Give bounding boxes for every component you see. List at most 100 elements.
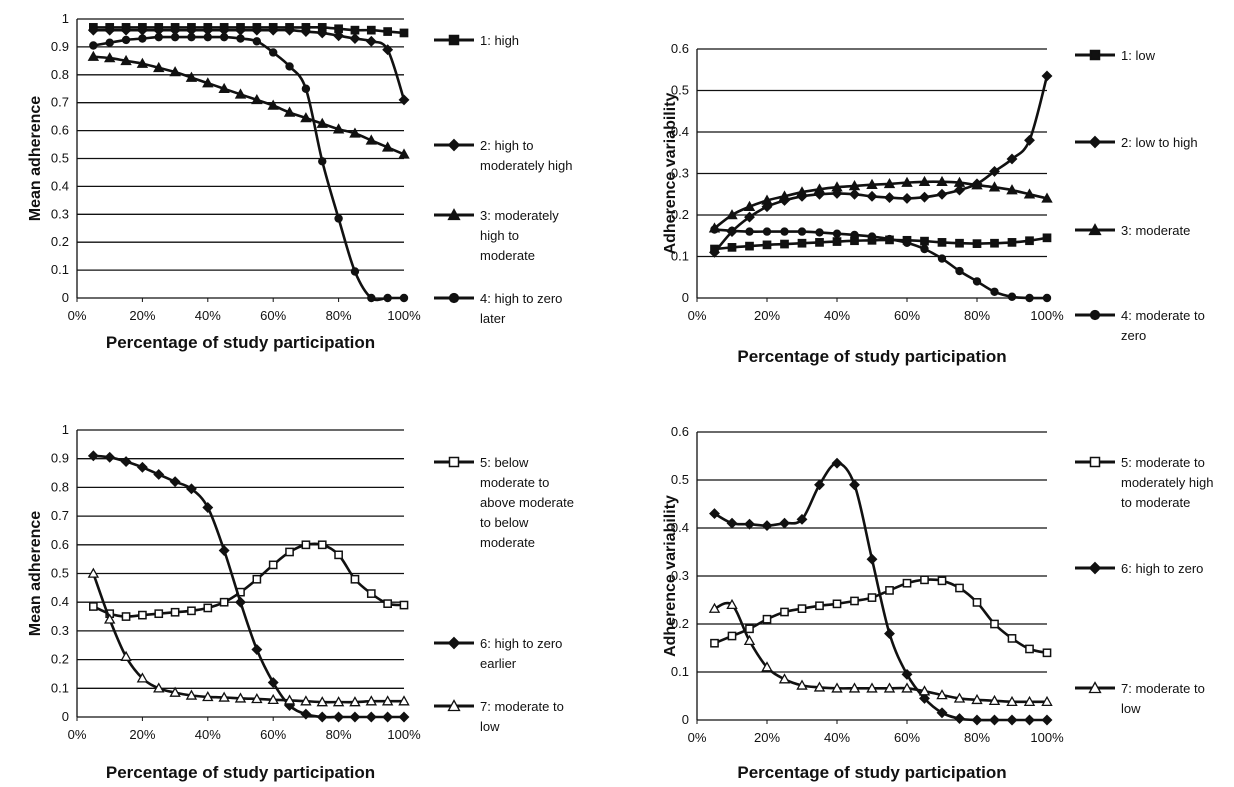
y-tick-label: 0.7 — [51, 508, 69, 523]
series-4 — [89, 32, 409, 303]
legend-item-3: 3: moderate — [1075, 223, 1190, 238]
y-tick-label: 0.1 — [51, 680, 69, 695]
data-point — [399, 293, 409, 303]
data-point — [848, 180, 861, 191]
data-point — [919, 692, 930, 704]
data-point — [350, 267, 360, 276]
legend-marker — [1089, 49, 1101, 61]
data-point — [1024, 134, 1035, 146]
y-tick-label: 0 — [62, 290, 69, 305]
data-point — [154, 32, 163, 42]
data-point — [251, 644, 263, 656]
data-point — [866, 190, 878, 202]
data-point — [743, 634, 756, 646]
y-axis-label: Mean adherence — [27, 511, 44, 636]
series-1 — [710, 575, 1052, 658]
data-point — [103, 52, 116, 63]
data-point — [832, 599, 842, 609]
data-point — [138, 34, 147, 43]
series-4 — [710, 225, 1052, 303]
data-point — [1042, 293, 1052, 303]
data-point — [169, 66, 181, 77]
data-point — [121, 612, 131, 621]
y-tick-label: 0.3 — [671, 568, 689, 583]
data-point — [218, 82, 230, 93]
data-point — [202, 77, 214, 88]
legend-marker — [1088, 135, 1102, 149]
data-point — [744, 211, 755, 223]
data-point — [1025, 293, 1034, 303]
data-point — [316, 711, 328, 723]
data-point — [901, 682, 913, 693]
data-point — [120, 24, 132, 36]
y-tick-label: 0.5 — [671, 472, 689, 487]
data-point — [953, 176, 966, 187]
y-axis-label: Adherence variability — [662, 495, 679, 657]
data-point — [103, 613, 116, 624]
data-point — [920, 575, 929, 585]
legend-label: 6: high to zero earlier — [480, 636, 562, 671]
legend-item-1: 5: below moderate to above moderate to belo… — [434, 455, 574, 550]
data-point — [709, 508, 720, 520]
data-point — [849, 188, 860, 200]
data-point — [333, 711, 345, 723]
data-point — [989, 714, 1000, 726]
data-point — [990, 238, 999, 248]
data-point — [1006, 184, 1018, 195]
data-point — [332, 123, 345, 134]
data-point — [762, 227, 772, 236]
data-point — [349, 33, 361, 44]
data-point — [104, 451, 116, 463]
legend-item-3: 3: moderately high to moderate — [434, 208, 559, 263]
data-point — [761, 194, 773, 205]
data-point — [383, 293, 392, 303]
data-point — [884, 628, 895, 640]
series-line — [93, 35, 404, 302]
data-point — [743, 200, 756, 211]
legend-item-3: 7: moderate to low — [1075, 681, 1205, 716]
data-point — [971, 714, 983, 726]
data-point — [762, 240, 772, 250]
legend-label: 4: moderate to zero — [1121, 308, 1205, 343]
data-point — [203, 32, 212, 42]
y-tick-label: 0.2 — [671, 207, 689, 222]
series-2 — [87, 24, 410, 106]
data-point — [955, 238, 964, 248]
data-point — [153, 682, 165, 693]
y-tick-label: 0 — [682, 712, 689, 727]
x-tick-label: 60% — [260, 308, 286, 323]
data-point — [218, 691, 230, 702]
data-point — [884, 192, 895, 204]
y-tick-label: 0 — [62, 709, 69, 724]
data-point — [745, 241, 754, 251]
data-point — [919, 191, 930, 203]
data-point — [813, 183, 826, 194]
data-point — [709, 246, 720, 258]
legend-item-1: 5: moderate to moderately high to moderate — [1075, 455, 1214, 510]
y-tick-label: 0.3 — [51, 206, 69, 221]
legend-label: 2: high to moderately high — [480, 138, 573, 173]
data-point — [398, 695, 410, 706]
data-point — [367, 293, 376, 303]
data-point — [866, 553, 878, 565]
data-point — [972, 239, 982, 248]
data-point — [153, 61, 165, 73]
data-point — [831, 457, 843, 469]
x-tick-label: 100% — [387, 727, 421, 742]
data-point — [831, 181, 843, 192]
y-tick-label: 0.6 — [671, 41, 689, 56]
data-point — [850, 596, 859, 606]
data-point — [89, 602, 98, 611]
y-tick-label: 0.2 — [671, 616, 689, 631]
data-point — [334, 550, 343, 560]
y-tick-label: 0.1 — [51, 262, 69, 277]
series-3 — [708, 175, 1053, 233]
data-point — [832, 237, 842, 246]
data-point — [1042, 648, 1052, 658]
legend-label: 7: moderate to low — [1121, 681, 1205, 716]
data-point — [778, 190, 791, 201]
legend-marker — [1088, 561, 1102, 575]
y-tick-label: 0.6 — [671, 424, 689, 439]
legend-marker — [1088, 681, 1102, 694]
data-point — [726, 209, 738, 220]
